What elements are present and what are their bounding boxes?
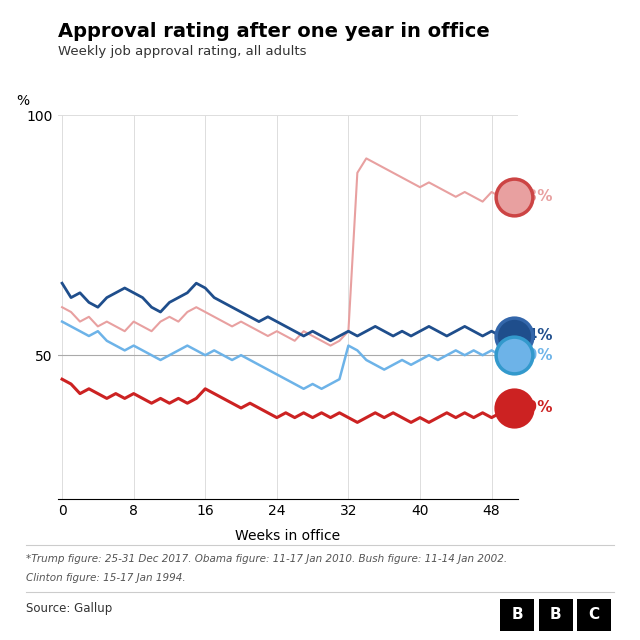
Text: %: %	[16, 93, 29, 108]
FancyBboxPatch shape	[500, 599, 534, 630]
Text: 54%: 54%	[516, 328, 553, 344]
Text: Weekly job approval rating, all adults: Weekly job approval rating, all adults	[58, 45, 306, 58]
Text: Clinton figure: 15-17 Jan 1994.: Clinton figure: 15-17 Jan 1994.	[26, 573, 185, 583]
X-axis label: Weeks in office: Weeks in office	[236, 529, 340, 543]
Point	[509, 192, 519, 202]
Point	[509, 403, 519, 413]
Text: B: B	[511, 607, 523, 621]
Text: 50%: 50%	[516, 348, 553, 363]
Text: 39%: 39%	[516, 401, 553, 415]
Text: C: C	[589, 607, 600, 621]
Text: Source: Gallup: Source: Gallup	[26, 602, 112, 614]
Point	[509, 331, 519, 341]
Text: *Trump figure: 25-31 Dec 2017. Obama figure: 11-17 Jan 2010. Bush figure: 11-14 : *Trump figure: 25-31 Dec 2017. Obama fig…	[26, 554, 507, 564]
Text: B: B	[550, 607, 561, 621]
Text: Approval rating after one year in office: Approval rating after one year in office	[58, 22, 490, 42]
Point	[509, 350, 519, 360]
FancyBboxPatch shape	[539, 599, 573, 630]
FancyBboxPatch shape	[577, 599, 611, 630]
Text: 83%: 83%	[516, 189, 553, 204]
